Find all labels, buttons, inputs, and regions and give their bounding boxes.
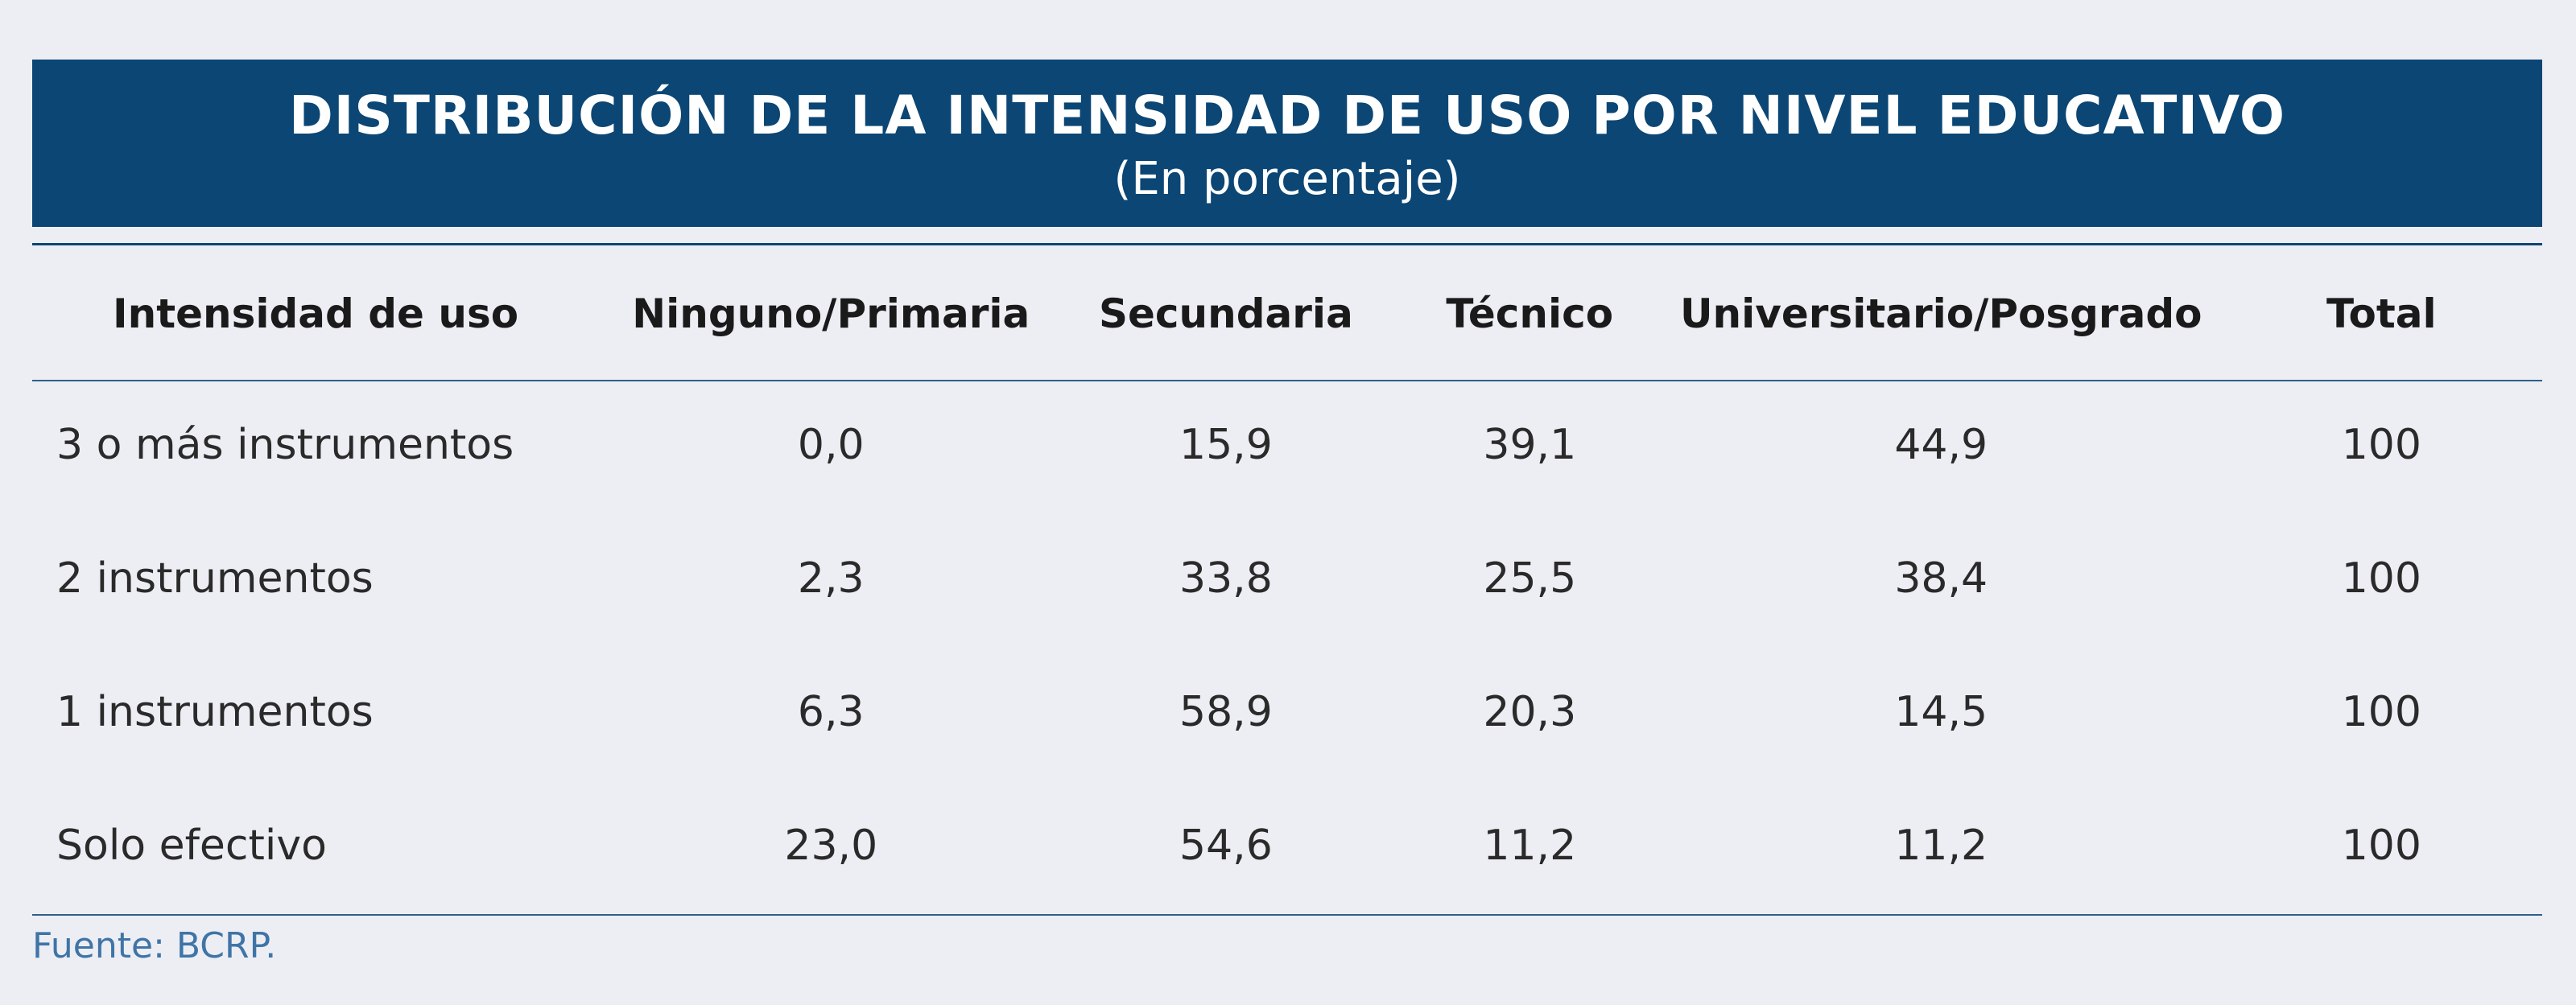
header-top-rule	[32, 243, 2542, 245]
column-header: Universitario/Posgrado	[1679, 290, 2202, 337]
table-title: DISTRIBUCIÓN DE LA INTENSIDAD DE USO POR…	[288, 84, 2286, 146]
table-title-banner: DISTRIBUCIÓN DE LA INTENSIDAD DE USO POR…	[32, 60, 2542, 227]
table-cell: 23,0	[784, 822, 878, 870]
table-row: 2 instrumentos 2,3 33,8 25,5 38,4 100	[32, 512, 2542, 645]
table-cell: 0,0	[797, 421, 865, 469]
table-cell: 100	[2341, 688, 2421, 736]
table-cell: 33,8	[1179, 554, 1273, 603]
table-cell: 2,3	[797, 554, 865, 603]
table-subtitle: (En porcentaje)	[1113, 153, 1461, 205]
table-cell: 44,9	[1894, 421, 1988, 469]
source-note: Fuente: BCRP.	[32, 925, 277, 966]
table-cell: 15,9	[1179, 421, 1273, 469]
table-cell: 100	[2341, 554, 2421, 603]
table-cell: 100	[2341, 421, 2421, 469]
table-cell: 39,1	[1483, 421, 1577, 469]
table-cell: 20,3	[1483, 688, 1577, 736]
table-cell: 14,5	[1894, 688, 1988, 736]
table-header-row: Intensidad de uso Ninguno/Primaria Secun…	[32, 249, 2542, 378]
column-header: Total	[2326, 290, 2437, 337]
column-header: Ninguno/Primaria	[632, 290, 1030, 337]
row-label: 3 o más instrumentos	[56, 421, 514, 469]
table-row: Solo efectivo 23,0 54,6 11,2 11,2 100	[32, 779, 2542, 912]
column-header: Intensidad de uso	[113, 290, 519, 337]
table-cell: 25,5	[1483, 554, 1577, 603]
table-cell: 6,3	[797, 688, 865, 736]
column-header: Técnico	[1446, 290, 1614, 337]
row-label: Solo efectivo	[56, 822, 327, 870]
table-cell: 11,2	[1894, 822, 1988, 870]
row-label: 2 instrumentos	[56, 554, 374, 603]
row-label: 1 instrumentos	[56, 688, 374, 736]
table-cell: 38,4	[1894, 554, 1988, 603]
table-cell: 11,2	[1483, 822, 1577, 870]
table-cell: 54,6	[1179, 822, 1273, 870]
header-bottom-rule	[32, 380, 2542, 381]
column-header: Secundaria	[1098, 290, 1353, 337]
data-table: Intensidad de uso Ninguno/Primaria Secun…	[32, 249, 2542, 912]
table-cell: 100	[2341, 822, 2421, 870]
table-row: 1 instrumentos 6,3 58,9 20,3 14,5 100	[32, 645, 2542, 779]
table-cell: 58,9	[1179, 688, 1273, 736]
table-bottom-rule	[32, 914, 2542, 916]
table-row: 3 o más instrumentos 0,0 15,9 39,1 44,9 …	[32, 378, 2542, 512]
